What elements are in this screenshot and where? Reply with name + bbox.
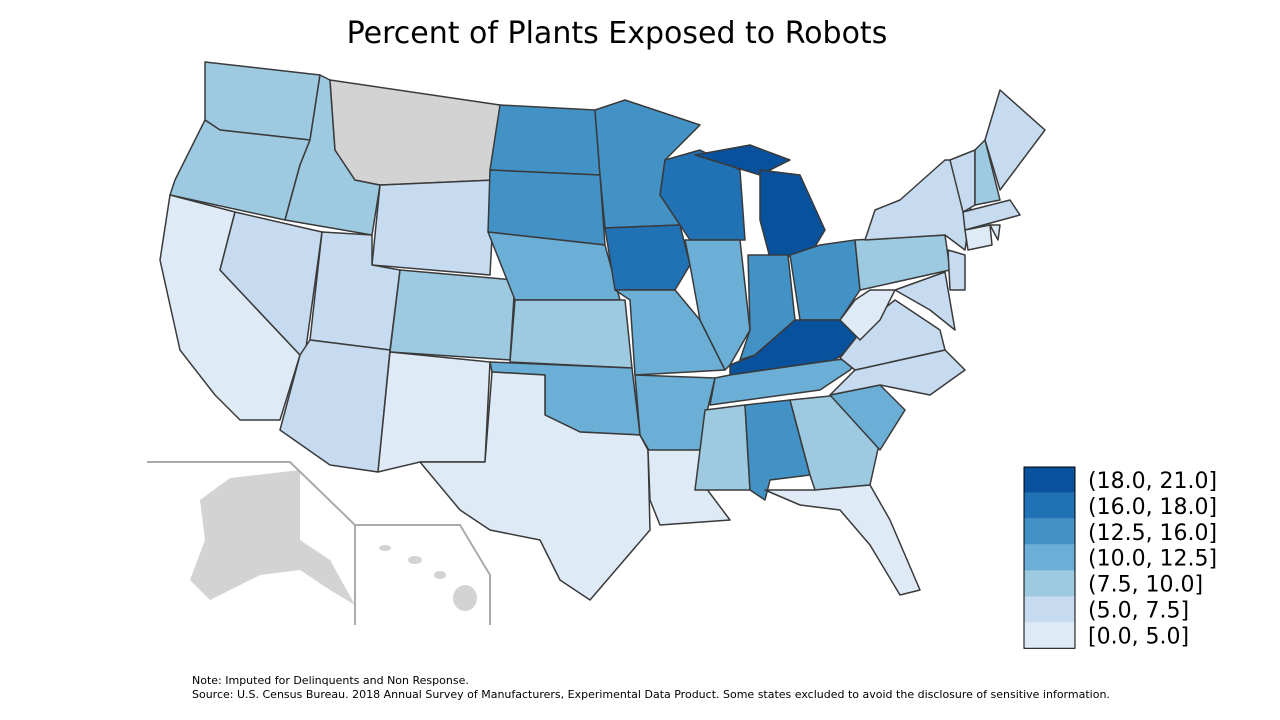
legend-label: [0.0, 5.0]	[1088, 624, 1189, 649]
legend-label: (5.0, 7.5]	[1088, 598, 1189, 623]
alaska-border	[147, 461, 356, 625]
state	[684, 239, 751, 371]
legend-swatch	[1024, 467, 1075, 493]
hawaii-island	[453, 585, 477, 611]
state	[419, 371, 651, 601]
state	[947, 249, 966, 291]
state	[989, 224, 1001, 241]
insets	[190, 470, 477, 611]
state	[984, 89, 1046, 191]
note: Note: Imputed for Delinquents and Non Re…	[192, 674, 469, 687]
alaska	[190, 470, 355, 605]
state	[764, 484, 921, 596]
state	[974, 139, 1001, 206]
map-title: Percent of Plants Exposed to Robots	[347, 16, 888, 51]
legend-swatch	[1024, 596, 1075, 623]
legend-swatch	[1024, 570, 1075, 597]
legend-swatch	[1024, 622, 1075, 649]
legend-label: (18.0, 21.0]	[1088, 469, 1217, 494]
legend-frame	[1023, 466, 1076, 649]
state	[962, 199, 1021, 231]
hawaii-island	[434, 571, 446, 579]
legend-swatch	[1024, 544, 1075, 571]
state	[604, 224, 691, 291]
legend-swatch	[1024, 518, 1075, 545]
inset-borders	[147, 461, 491, 625]
state-excluded	[329, 79, 501, 186]
state	[389, 269, 516, 361]
legend: (18.0, 21.0](16.0, 18.0](12.5, 16.0](10.…	[1023, 466, 1217, 649]
state	[894, 271, 956, 331]
legend-label: (7.5, 10.0]	[1088, 573, 1203, 598]
hawaii-border	[355, 524, 491, 625]
legend-swatch	[1024, 492, 1075, 519]
state	[204, 61, 321, 141]
state	[371, 179, 496, 276]
state	[377, 351, 491, 473]
legend-label: (16.0, 18.0]	[1088, 495, 1217, 520]
hawaii-island	[379, 545, 391, 551]
state	[509, 299, 633, 369]
source: Source: U.S. Census Bureau. 2018 Annual …	[192, 688, 1110, 701]
state-map	[159, 61, 1046, 601]
state	[489, 104, 601, 176]
state	[694, 144, 791, 176]
state	[964, 224, 993, 251]
state	[759, 169, 826, 259]
hawaii-island	[408, 556, 422, 564]
legend-label: (10.0, 12.5]	[1088, 547, 1217, 572]
legend-label: (12.5, 16.0]	[1088, 521, 1217, 546]
